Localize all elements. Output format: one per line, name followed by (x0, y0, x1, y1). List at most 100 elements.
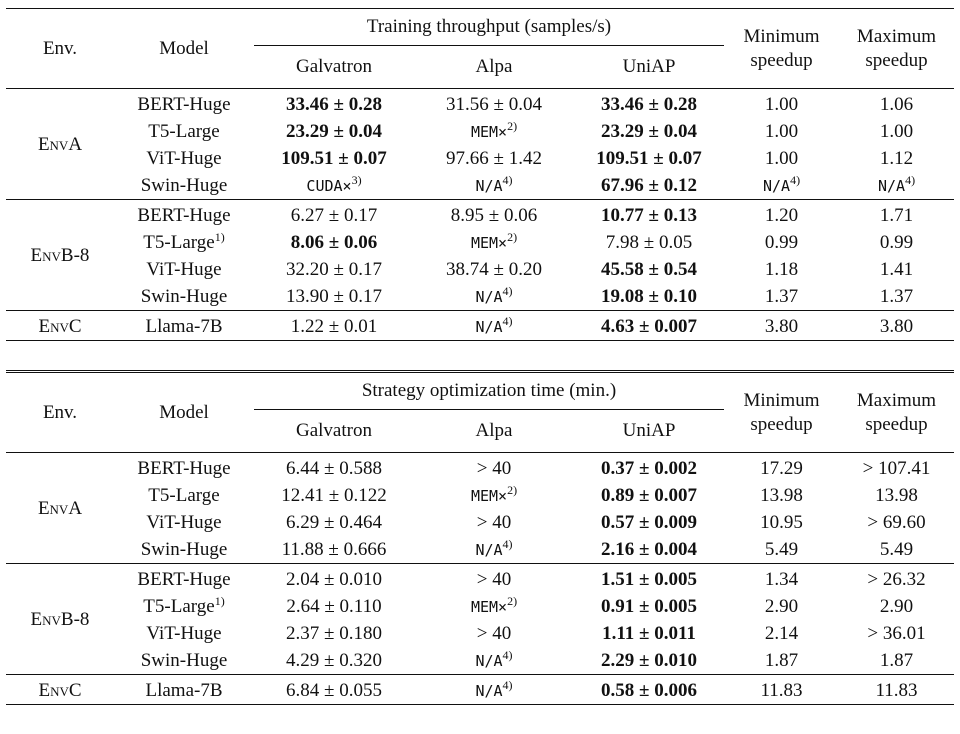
uniap-cell-value: 2.29 ± 0.010 (601, 649, 697, 671)
min-speedup-cell-value: N/A (762, 176, 791, 195)
min-speedup-cell-value: 1.87 (764, 649, 799, 671)
alpa-cell-value: N/A (475, 317, 503, 336)
model-cell: Llama-7B (114, 675, 254, 705)
galvatron-cell-value: 2.04 ± 0.010 (286, 568, 382, 590)
model-cell-value: T5-Large (143, 231, 215, 253)
header-min-speedup-2-line1: Minimum (743, 389, 820, 411)
model-cell-footnote: 1) (214, 593, 225, 608)
galvatron-cell-value: 109.51 ± 0.07 (281, 147, 387, 169)
model-cell: ViT-Huge (114, 620, 254, 647)
table-row: EnvC Llama-7B 1.22 ± 0.01 N/A4) 4.63 ± 0.007… (6, 310, 955, 341)
uniap-cell-value: 7.98 ± 0.05 (605, 231, 693, 253)
min-speedup-cell-value: 1.34 (764, 568, 799, 590)
table-row: T5-Large 12.41 ± 0.122 MEM×2) 0.89 ± 0.007 1… (6, 482, 954, 509)
uniap-cell: 67.96 ± 0.12 (574, 172, 724, 200)
model-cell: T5-Large (114, 118, 254, 145)
alpa-cell: MEM×2) (414, 593, 574, 620)
table-row: T5-Large 23.29 ± 0.04 MEM×2) 23.29 ± 0.04 1.… (6, 118, 954, 145)
header-min-speedup-2-line2: speedup (750, 413, 813, 435)
alpa-cell: N/A4) (414, 311, 574, 341)
max-speedup-cell: 1.12 (839, 145, 954, 172)
min-speedup-cell: 5.49 (724, 536, 839, 564)
model-cell-value: ViT-Huge (146, 622, 222, 644)
uniap-cell: 10.77 ± 0.13 (574, 200, 724, 230)
min-speedup-cell: 1.20 (724, 200, 839, 230)
uniap-cell: 0.58 ± 0.006 (574, 675, 724, 705)
uniap-cell-value: 10.77 ± 0.13 (601, 204, 697, 226)
galvatron-cell: 4.29 ± 0.320 (254, 647, 414, 675)
throughput-table-block: Env. Model Training throughput (samples/… (6, 8, 955, 341)
max-speedup-cell-value: 5.49 (879, 538, 914, 560)
model-cell-value: ViT-Huge (146, 147, 222, 169)
min-speedup-cell-value: 1.00 (764, 120, 799, 142)
min-speedup-cell-value: 17.29 (760, 457, 803, 479)
header-min-speedup: Minimum speedup (724, 9, 839, 89)
max-speedup-cell-value: 13.98 (875, 484, 918, 506)
optimization-time-table-block: Env. Model Strategy optimization time (m… (6, 370, 954, 705)
header-model: Model (159, 37, 209, 59)
galvatron-cell-value: CUDA× (306, 176, 352, 195)
max-speedup-cell-value: 1.12 (879, 147, 914, 169)
min-speedup-cell: 2.90 (724, 593, 839, 620)
table-row: ViT-Huge 6.29 ± 0.464 > 40 0.57 ± 0.009 10.9… (6, 509, 954, 536)
model-cell-value: T5-Large (148, 120, 220, 142)
galvatron-cell: 109.51 ± 0.07 (254, 145, 414, 172)
galvatron-cell: CUDA×3) (254, 172, 414, 200)
uniap-cell-value: 0.57 ± 0.009 (601, 511, 697, 533)
alpa-cell-footnote: 2) (507, 229, 518, 244)
galvatron-cell: 11.88 ± 0.666 (254, 536, 414, 564)
model-cell: Swin-Huge (114, 172, 254, 200)
max-speedup-cell-value: 1.00 (879, 120, 914, 142)
model-cell: ViT-Huge (114, 145, 254, 172)
alpa-cell-value: > 40 (476, 568, 512, 590)
alpa-cell-value: N/A (475, 651, 503, 670)
galvatron-cell: 1.22 ± 0.01 (254, 311, 414, 341)
uniap-cell: 23.29 ± 0.04 (574, 118, 724, 145)
header-env: Env. (42, 37, 78, 59)
uniap-cell: 0.37 ± 0.002 (574, 453, 724, 483)
galvatron-cell: 12.41 ± 0.122 (254, 482, 414, 509)
alpa-cell-footnote: 2) (507, 118, 518, 133)
uniap-cell: 19.08 ± 0.10 (574, 283, 724, 311)
model-cell: Llama-7B (114, 311, 254, 341)
throughput-table: Env. Model Training throughput (samples/… (6, 8, 955, 341)
uniap-cell-value: 19.08 ± 0.10 (601, 285, 697, 307)
alpa-cell-value: 31.56 ± 0.04 (446, 93, 542, 115)
header-min-speedup-line2: speedup (750, 49, 813, 71)
uniap-cell-value: 0.37 ± 0.002 (601, 457, 697, 479)
min-speedup-cell: 1.00 (724, 89, 839, 119)
alpa-cell-value: 97.66 ± 1.42 (446, 147, 542, 169)
min-speedup-cell: 1.00 (724, 145, 839, 172)
header-time-group: Strategy optimization time (min.) (254, 371, 724, 410)
galvatron-cell: 2.37 ± 0.180 (254, 620, 414, 647)
galvatron-cell: 2.04 ± 0.010 (254, 564, 414, 594)
model-cell-value: Llama-7B (145, 315, 223, 337)
uniap-cell: 0.91 ± 0.005 (574, 593, 724, 620)
galvatron-cell-value: 6.84 ± 0.055 (286, 679, 382, 701)
min-speedup-cell: 1.37 (724, 283, 839, 311)
uniap-cell: 45.58 ± 0.54 (574, 256, 724, 283)
header-min-speedup-2: Minimum speedup (724, 372, 839, 453)
max-speedup-cell-value: N/A (877, 176, 906, 195)
uniap-cell: 0.89 ± 0.007 (574, 482, 724, 509)
model-cell: Swin-Huge (114, 536, 254, 564)
max-speedup-cell-value: 1.41 (879, 258, 914, 280)
uniap-cell: 4.63 ± 0.007 (574, 311, 724, 341)
uniap-cell: 1.51 ± 0.005 (574, 564, 724, 594)
max-speedup-cell-value: 1.87 (879, 649, 914, 671)
table-row: EnvB-8 BERT-Huge 6.27 ± 0.17 8.95 ± 0.06 10.… (6, 199, 955, 266)
max-speedup-cell: 11.83 (839, 675, 954, 705)
table-row: T5-Large1) 2.64 ± 0.110 MEM×2) 0.91 ± 0.005… (6, 593, 954, 620)
uniap-cell-value: 67.96 ± 0.12 (601, 174, 697, 196)
model-cell-value: T5-Large (148, 484, 220, 506)
min-speedup-cell: 1.00 (724, 118, 839, 145)
min-speedup-cell-value: 13.98 (760, 484, 803, 506)
alpa-cell: N/A4) (414, 172, 574, 200)
model-cell-value: BERT-Huge (137, 93, 231, 115)
galvatron-cell: 6.27 ± 0.17 (254, 200, 414, 230)
galvatron-cell-value: 4.29 ± 0.320 (286, 649, 382, 671)
table-row: ViT-Huge 109.51 ± 0.07 97.66 ± 1.42 109.51 … (6, 145, 954, 172)
alpa-cell: 31.56 ± 0.04 (414, 89, 574, 119)
model-cell: T5-Large (114, 482, 254, 509)
model-cell: T5-Large1) (114, 593, 254, 620)
